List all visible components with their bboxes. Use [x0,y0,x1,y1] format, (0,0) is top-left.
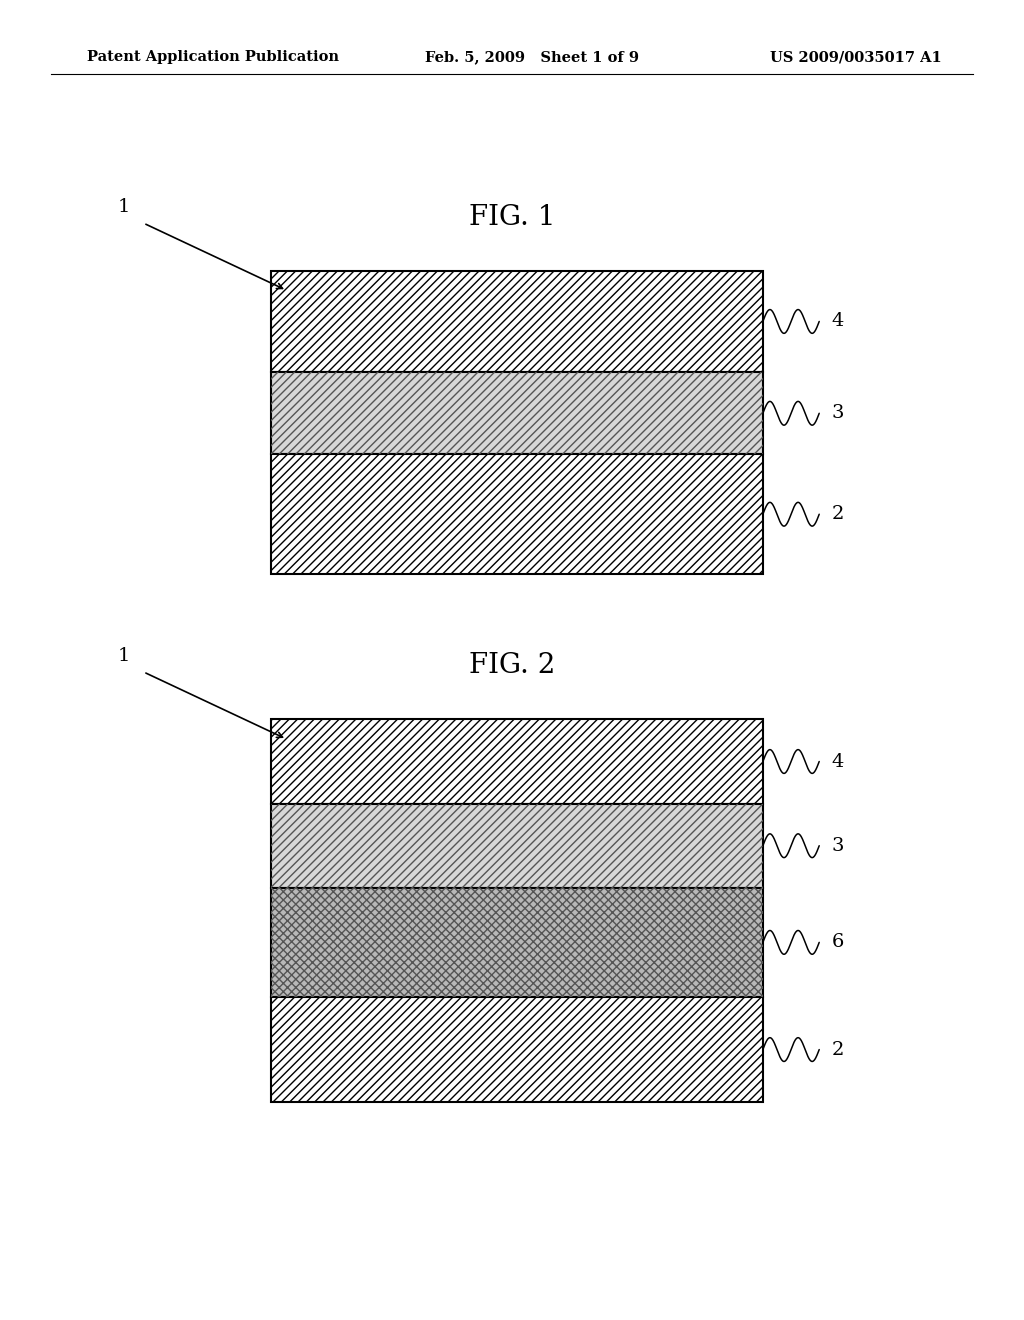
Text: 6: 6 [831,933,844,952]
Bar [271,271,763,372]
Bar [271,804,763,888]
Bar [271,454,763,574]
Bar [271,719,763,804]
Text: 1: 1 [118,198,130,216]
Bar [271,719,763,804]
Text: FIG. 1: FIG. 1 [469,205,555,231]
Bar [271,271,763,372]
Text: 2: 2 [831,1040,844,1059]
Text: 3: 3 [831,404,844,422]
Text: US 2009/0035017 A1: US 2009/0035017 A1 [770,50,942,65]
Bar [271,997,763,1102]
Text: 4: 4 [831,313,844,330]
Bar [271,804,763,888]
Bar [271,372,763,454]
Bar [271,997,763,1102]
Text: 2: 2 [831,506,844,523]
Bar [271,888,763,997]
Text: 4: 4 [831,752,844,771]
Text: FIG. 2: FIG. 2 [469,652,555,678]
Text: Patent Application Publication: Patent Application Publication [87,50,339,65]
Text: 1: 1 [118,647,130,665]
Bar [271,372,763,454]
Bar [271,454,763,574]
Bar [271,888,763,997]
Text: 3: 3 [831,837,844,855]
Text: Feb. 5, 2009   Sheet 1 of 9: Feb. 5, 2009 Sheet 1 of 9 [425,50,639,65]
